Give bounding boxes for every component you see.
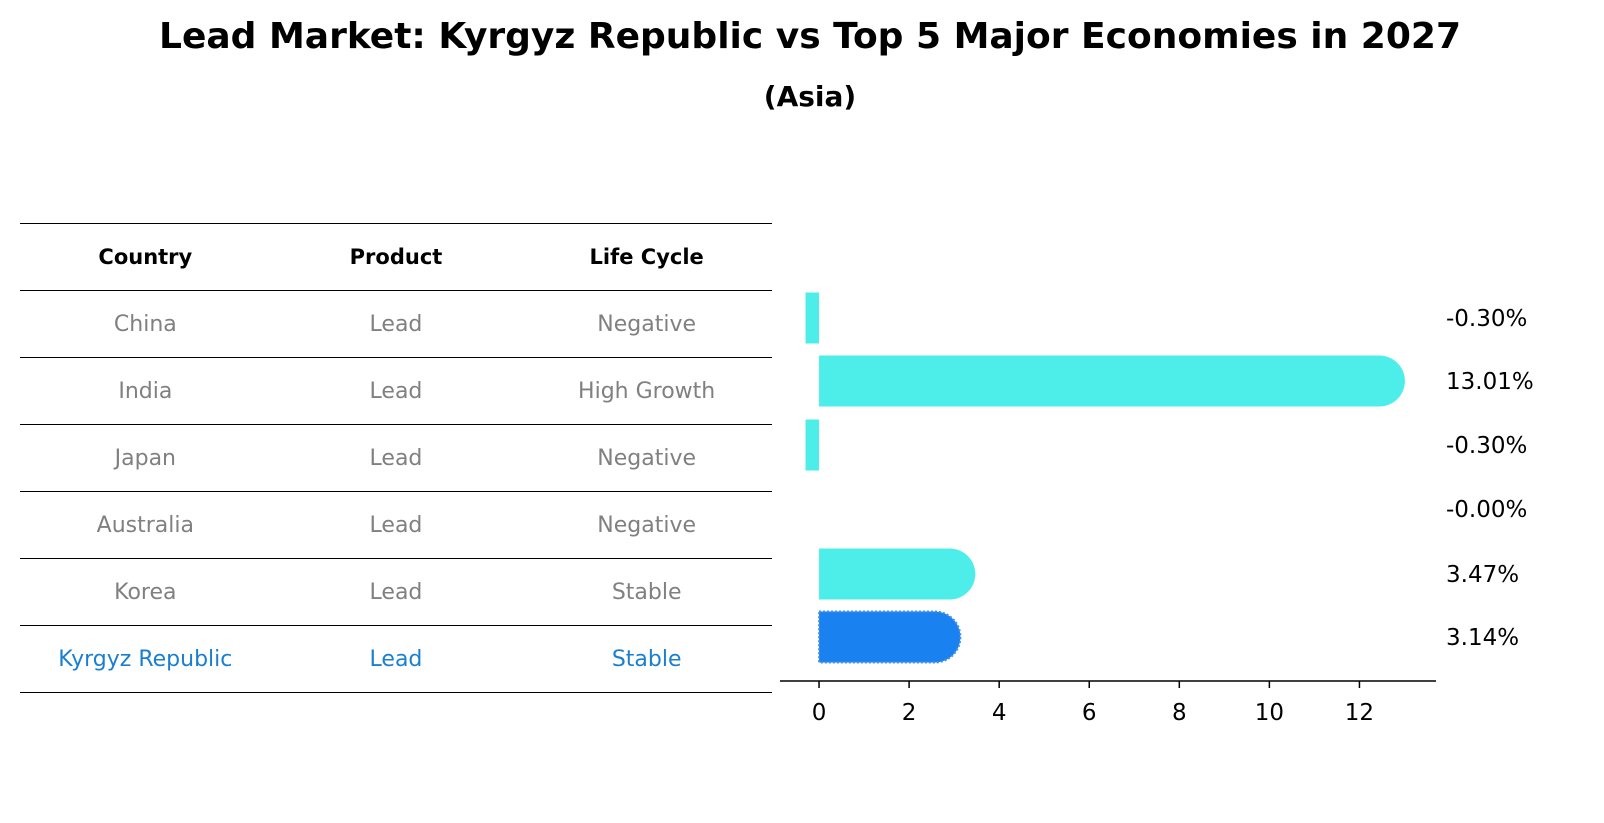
table-row: India Lead High Growth: [20, 357, 772, 425]
value-label: 3.47%: [1446, 562, 1519, 588]
value-label: -0.30%: [1446, 306, 1527, 332]
table-row: Korea Lead Stable: [20, 558, 772, 626]
value-label: -0.00%: [1446, 497, 1527, 523]
cell-product: Lead: [270, 625, 522, 693]
cell-product: Lead: [270, 424, 522, 492]
bar-chart-svg: -0.30% 13.01% -0.30% -0.00% 3.47% 3.14% 0 2 4 6 8 1…: [774, 292, 1534, 726]
cell-country: Korea: [20, 558, 271, 626]
header-life-cycle: Life Cycle: [521, 223, 772, 291]
header-product: Product: [270, 223, 522, 291]
bar-china: [805, 292, 820, 344]
cell-life-cycle: Negative: [521, 290, 772, 358]
cell-life-cycle: Stable: [521, 625, 772, 693]
cell-life-cycle: High Growth: [521, 357, 772, 425]
market-table: Country Product Life Cycle China Lead Ne…: [20, 223, 772, 693]
x-tick-label: 12: [1345, 700, 1374, 726]
chart-subtitle: (Asia): [763, 80, 857, 113]
cell-country: Japan: [20, 424, 271, 492]
x-tick-label: 2: [902, 700, 917, 726]
cell-life-cycle: Stable: [521, 558, 772, 626]
x-tick-label: 6: [1082, 700, 1097, 726]
value-label: 13.01%: [1446, 369, 1534, 395]
table-row-highlight: Kyrgyz Republic Lead Stable: [20, 625, 772, 693]
cell-life-cycle: Negative: [521, 424, 772, 492]
x-tick-label: 10: [1255, 700, 1284, 726]
bar-chart: -0.30% 13.01% -0.30% -0.00% 3.47% 3.14% 0 2 4 6 8 1…: [774, 280, 1604, 750]
table-row: Japan Lead Negative: [20, 424, 772, 492]
table-row: China Lead Negative: [20, 290, 772, 358]
bar-japan: [805, 419, 820, 471]
bar-korea: [819, 548, 976, 600]
x-tick-label: 0: [812, 700, 827, 726]
x-tick-label: 8: [1172, 700, 1187, 726]
cell-product: Lead: [270, 491, 522, 559]
bar-kyrgyz-republic: [818, 610, 962, 664]
bar-india: [819, 355, 1405, 407]
cell-country: China: [20, 290, 271, 358]
cell-country: Kyrgyz Republic: [20, 625, 271, 693]
chart-title: Lead Market: Kyrgyz Republic vs Top 5 Ma…: [159, 16, 1461, 57]
header-country: Country: [20, 223, 271, 291]
table-header-row: Country Product Life Cycle: [20, 223, 772, 291]
cell-product: Lead: [270, 357, 522, 425]
cell-country: Australia: [20, 491, 271, 559]
cell-product: Lead: [270, 290, 522, 358]
value-label: -0.30%: [1446, 433, 1527, 459]
cell-country: India: [20, 357, 271, 425]
data-table: Country Product Life Cycle China Lead Ne…: [20, 223, 772, 693]
cell-product: Lead: [270, 558, 522, 626]
x-tick-label: 4: [992, 700, 1007, 726]
table-row: Australia Lead Negative: [20, 491, 772, 559]
cell-life-cycle: Negative: [521, 491, 772, 559]
value-label: 3.14%: [1446, 625, 1519, 651]
